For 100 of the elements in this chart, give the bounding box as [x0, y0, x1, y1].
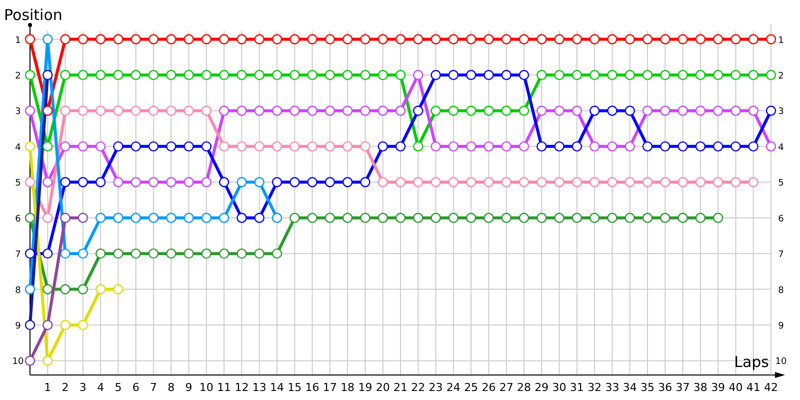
point: [95, 212, 106, 223]
point: [607, 177, 618, 188]
y-axis-title: Position: [4, 6, 62, 24]
point: [518, 141, 530, 152]
y-tick-label: 5: [15, 178, 21, 189]
point: [466, 106, 476, 116]
x-tick-label: 16: [305, 381, 320, 394]
y-tick-label: 2: [15, 72, 21, 82]
point: [448, 34, 459, 44]
x-tick-label: 3: [79, 381, 86, 394]
point: [607, 70, 618, 80]
point: [254, 106, 264, 116]
point: [113, 106, 124, 116]
point: [95, 70, 106, 80]
point: [130, 177, 141, 188]
point: [342, 70, 353, 80]
point: [184, 212, 194, 223]
x-tick-label: 25: [464, 381, 478, 394]
x-axis-title: Laps: [734, 353, 770, 371]
point: [24, 141, 36, 152]
point: [290, 106, 300, 116]
point: [42, 212, 53, 223]
point: [42, 248, 53, 259]
point: [589, 141, 600, 152]
point: [166, 212, 176, 223]
point: [113, 70, 124, 80]
x-tick-label: 8: [168, 381, 175, 394]
point: [272, 106, 282, 116]
point: [413, 34, 424, 44]
point: [501, 106, 512, 116]
point: [272, 70, 282, 80]
x-tick-label: 11: [217, 381, 232, 394]
point: [395, 34, 406, 44]
point: [130, 106, 141, 116]
point: [678, 212, 688, 223]
point: [166, 106, 176, 116]
point: [360, 212, 370, 223]
point: [24, 70, 36, 80]
point: [166, 34, 176, 44]
point: [290, 34, 300, 44]
point: [290, 212, 300, 223]
point: [501, 141, 512, 152]
point: [324, 34, 336, 44]
point: [24, 356, 36, 366]
point: [695, 106, 706, 116]
point: [430, 34, 441, 44]
x-tick-label: 41: [746, 381, 760, 394]
point: [413, 106, 424, 116]
point: [766, 141, 776, 152]
point: [501, 34, 512, 44]
point: [24, 106, 36, 116]
point: [484, 141, 494, 152]
point: [501, 70, 512, 80]
point: [272, 177, 282, 188]
point: [201, 141, 212, 152]
point: [448, 212, 459, 223]
point: [148, 141, 159, 152]
x-tick-label: 21: [394, 381, 408, 394]
point: [42, 141, 53, 152]
point: [572, 177, 582, 188]
point: [254, 177, 264, 188]
point: [113, 284, 124, 294]
y2-tick-label: 10: [775, 357, 787, 368]
point: [413, 177, 424, 188]
point: [572, 212, 582, 223]
point: [554, 70, 564, 80]
point: [130, 34, 141, 44]
point: [342, 106, 353, 116]
point: [184, 106, 194, 116]
x-tick-label: 35: [640, 381, 654, 394]
point: [695, 212, 706, 223]
point: [324, 70, 336, 80]
point: [642, 34, 653, 44]
point: [42, 34, 53, 44]
point: [730, 177, 741, 188]
point: [24, 284, 36, 294]
x-tick-label: 37: [676, 381, 690, 394]
point: [78, 248, 88, 259]
point: [218, 141, 230, 152]
point: [378, 177, 388, 188]
point: [78, 34, 88, 44]
point: [712, 106, 724, 116]
point: [272, 34, 282, 44]
point: [360, 34, 370, 44]
point: [184, 141, 194, 152]
point: [642, 177, 653, 188]
point: [378, 212, 388, 223]
point: [554, 177, 564, 188]
x-tick-label: 34: [622, 381, 637, 394]
point: [148, 248, 159, 259]
point: [60, 34, 70, 44]
point: [342, 177, 353, 188]
point: [607, 106, 618, 116]
point: [695, 34, 706, 44]
y2-tick-label: 2: [778, 72, 784, 82]
point: [766, 34, 776, 44]
point: [466, 141, 476, 152]
point: [78, 70, 88, 80]
point: [554, 106, 564, 116]
point: [678, 141, 688, 152]
